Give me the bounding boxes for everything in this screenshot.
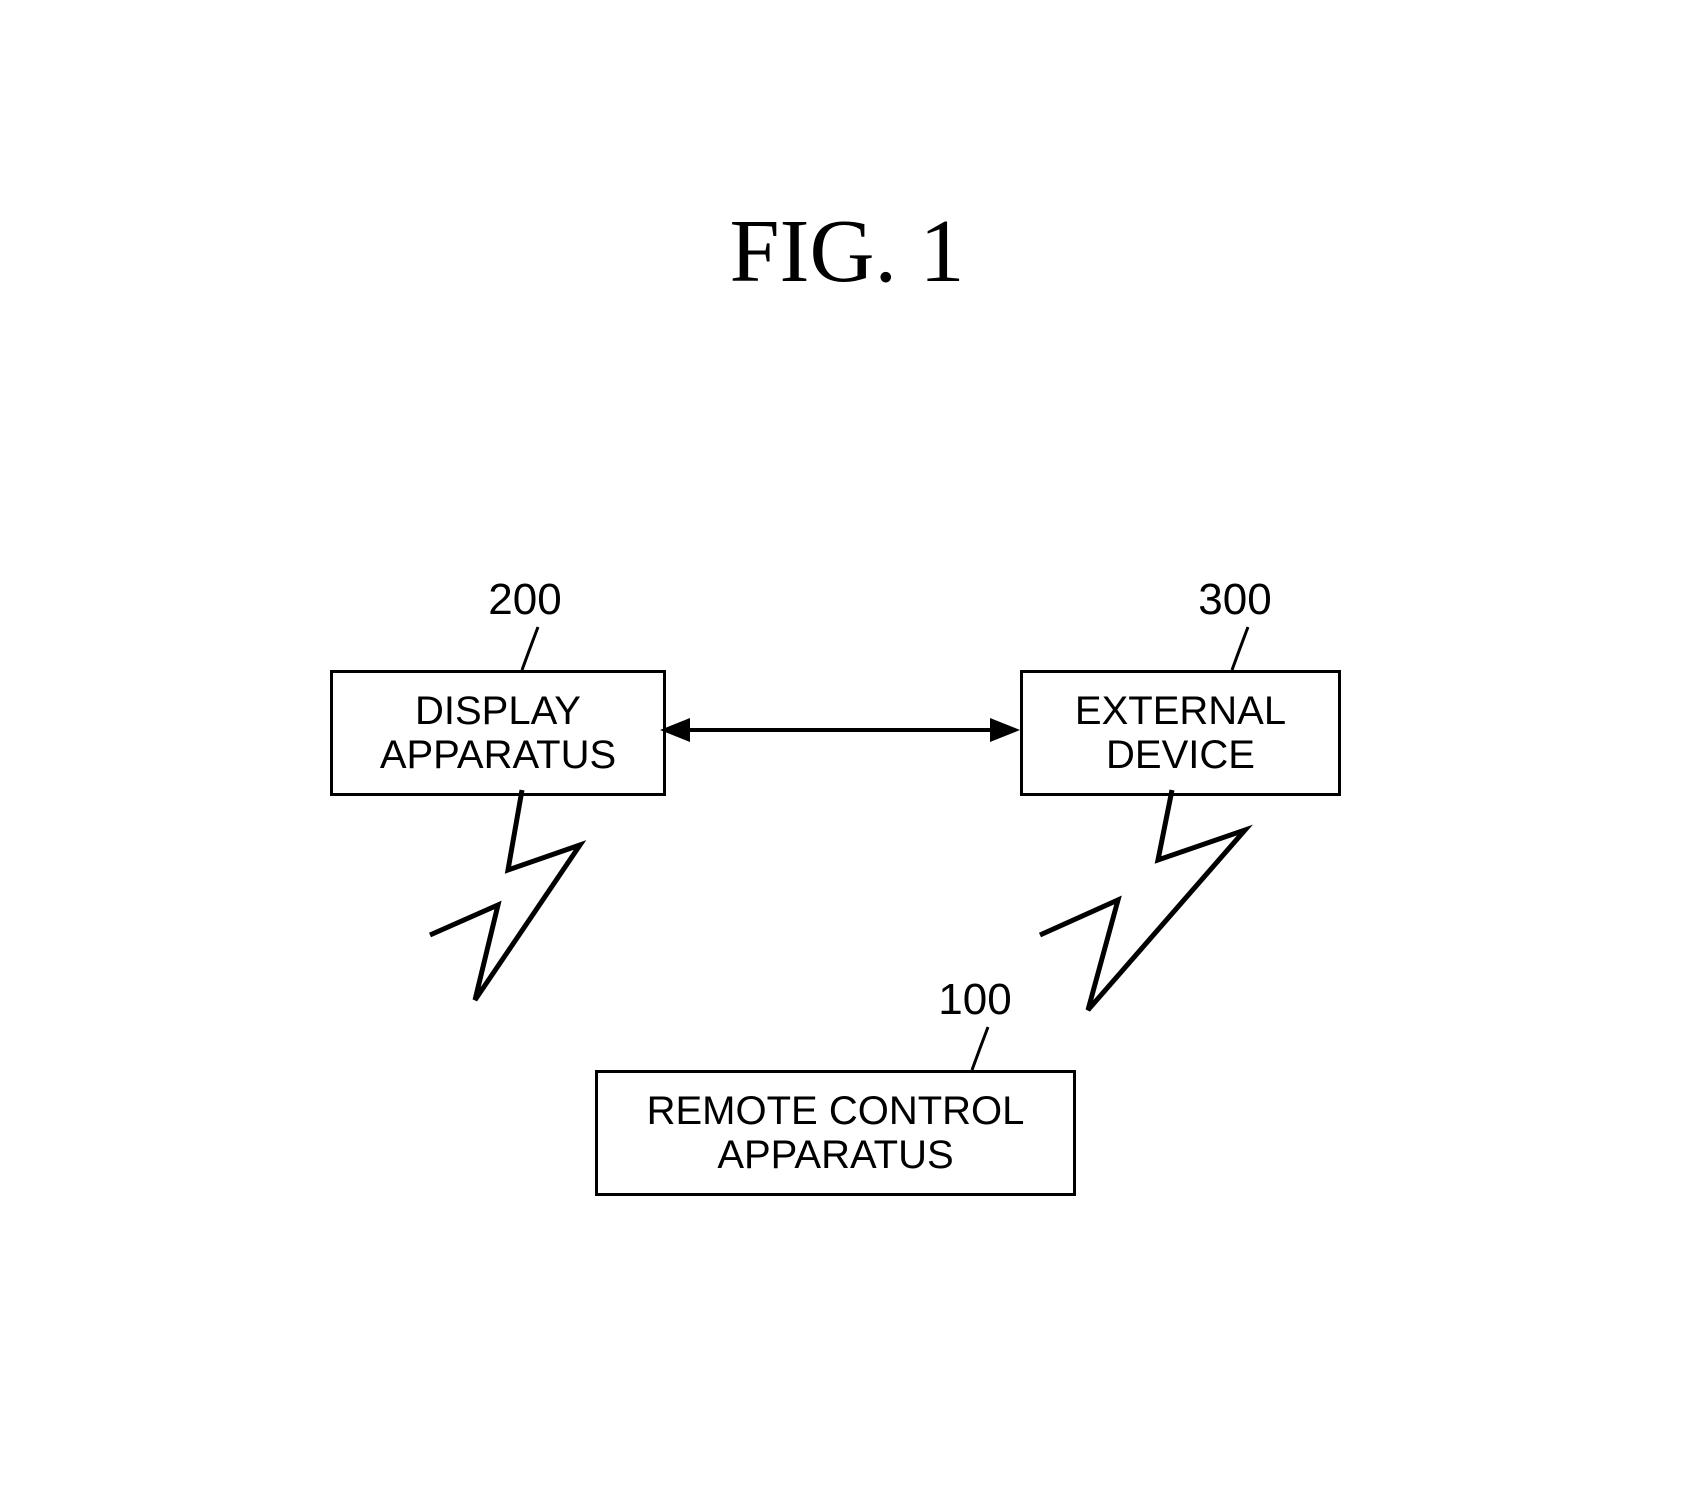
wireless-zigzag-right <box>1040 790 1245 1010</box>
figure-canvas: FIG. 1 DISPLAY APPARATUS EXTERNAL DEVICE… <box>0 0 1695 1486</box>
figure-title: FIG. 1 <box>547 200 1147 303</box>
block-remote-label: REMOTE CONTROL APPARATUS <box>647 1089 1025 1177</box>
block-display-label: DISPLAY APPARATUS <box>380 689 616 777</box>
block-external-device: EXTERNAL DEVICE <box>1020 670 1341 796</box>
bidirectional-arrow <box>660 718 1020 742</box>
wireless-zigzag-left <box>430 790 580 1000</box>
block-external-label: EXTERNAL DEVICE <box>1075 689 1286 777</box>
reference-numeral-300: 300 <box>1175 575 1295 625</box>
reference-numeral-200: 200 <box>465 575 585 625</box>
reference-numeral-100: 100 <box>915 975 1035 1025</box>
block-remote-control-apparatus: REMOTE CONTROL APPARATUS <box>595 1070 1076 1196</box>
block-display-apparatus: DISPLAY APPARATUS <box>330 670 666 796</box>
